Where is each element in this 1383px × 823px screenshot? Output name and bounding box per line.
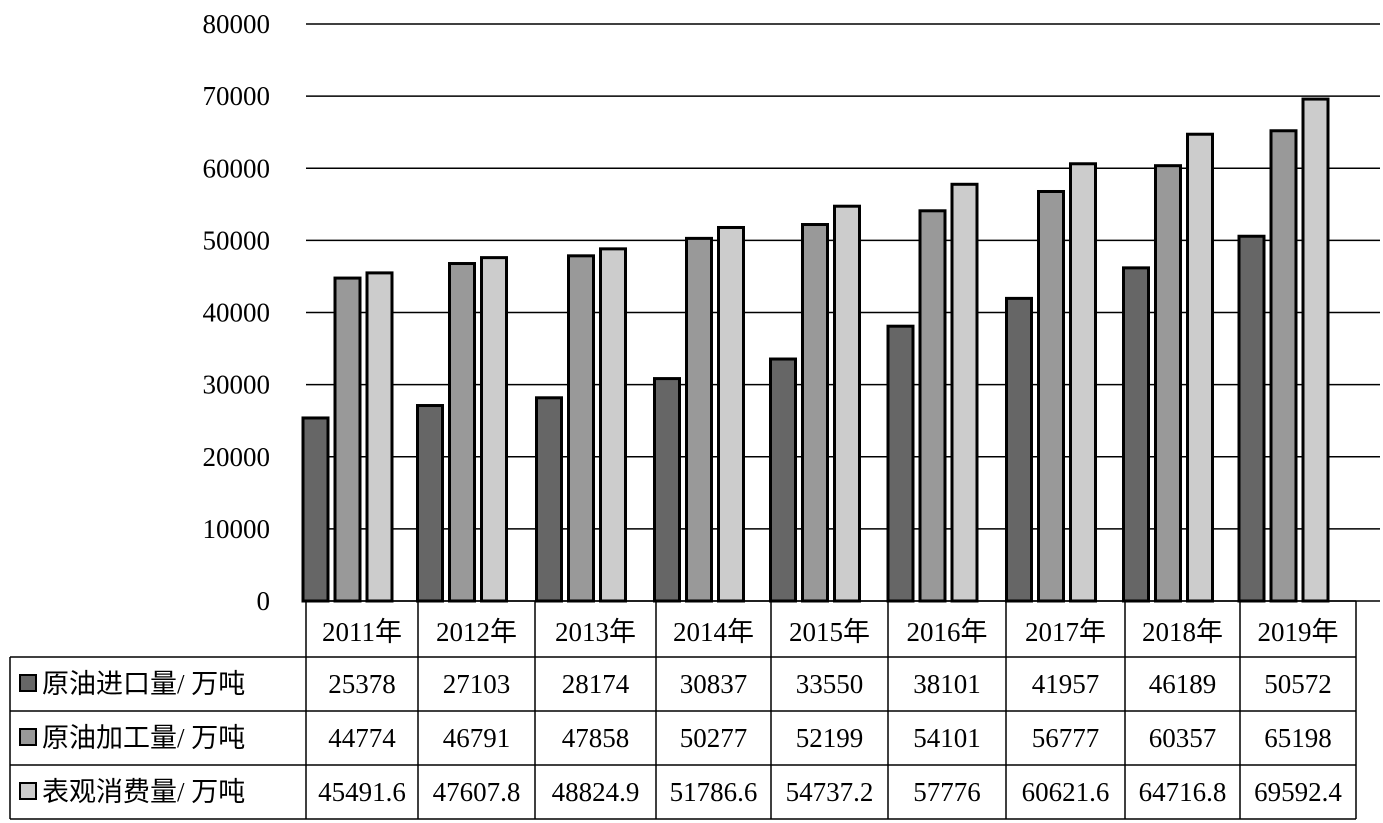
bar xyxy=(1237,234,1266,603)
bar xyxy=(599,247,627,603)
y-tick-label: 80000 xyxy=(203,9,271,39)
bar xyxy=(653,377,681,603)
bar xyxy=(480,256,508,603)
data-label: 38101 xyxy=(913,669,981,699)
data-label: 52199 xyxy=(796,723,864,753)
data-label: 46189 xyxy=(1149,669,1217,699)
data-label: 47858 xyxy=(562,723,630,753)
bar xyxy=(365,271,394,603)
data-label: 54101 xyxy=(913,723,981,753)
bar xyxy=(886,324,915,603)
data-label: 47607.8 xyxy=(433,777,521,807)
bar xyxy=(717,225,745,603)
category-label: 2017年 xyxy=(1025,617,1106,647)
data-label: 33550 xyxy=(796,669,864,699)
data-label: 65198 xyxy=(1264,723,1332,753)
data-label: 60357 xyxy=(1149,723,1217,753)
legend-swatch xyxy=(19,782,37,800)
y-tick-label: 20000 xyxy=(203,442,271,472)
y-tick-label: 0 xyxy=(257,586,271,616)
bar xyxy=(301,416,330,603)
data-label: 27103 xyxy=(443,669,511,699)
bar xyxy=(769,357,797,603)
bar xyxy=(448,262,476,603)
category-label: 2012年 xyxy=(436,617,517,647)
y-tick-label: 10000 xyxy=(203,514,271,544)
bar xyxy=(416,404,444,603)
category-label: 2019年 xyxy=(1258,617,1339,647)
y-tick-label: 40000 xyxy=(203,298,271,328)
data-label: 60621.6 xyxy=(1022,777,1110,807)
bar xyxy=(950,182,979,603)
bar xyxy=(1269,129,1298,603)
data-label: 28174 xyxy=(562,669,630,699)
bar xyxy=(918,209,947,603)
bar xyxy=(1186,132,1214,603)
data-label: 41957 xyxy=(1032,669,1100,699)
data-label: 64716.8 xyxy=(1139,777,1227,807)
bar xyxy=(833,204,861,603)
y-tick-label: 50000 xyxy=(203,225,271,255)
legend-label: 表观消费量/ 万吨 xyxy=(42,777,245,807)
bar xyxy=(1154,164,1182,603)
legend-label: 原油进口量/ 万吨 xyxy=(42,669,245,699)
data-label: 50277 xyxy=(680,723,748,753)
data-label: 69592.4 xyxy=(1254,777,1342,807)
bar xyxy=(1005,296,1033,603)
bar xyxy=(1122,266,1150,603)
data-label: 54737.2 xyxy=(786,777,874,807)
bar xyxy=(1301,97,1330,603)
category-label: 2014年 xyxy=(673,617,754,647)
category-label: 2015年 xyxy=(789,617,870,647)
bar xyxy=(801,223,829,603)
y-tick-label: 60000 xyxy=(203,153,271,183)
legend-swatch xyxy=(19,674,37,692)
data-label: 46791 xyxy=(443,723,511,753)
data-label: 30837 xyxy=(680,669,748,699)
category-label: 2018年 xyxy=(1142,617,1223,647)
bar xyxy=(685,236,713,603)
bar xyxy=(535,396,563,603)
category-label: 2011年 xyxy=(322,617,402,647)
data-label: 50572 xyxy=(1264,669,1332,699)
bar xyxy=(333,276,362,603)
y-tick-label: 30000 xyxy=(203,370,271,400)
y-tick-label: 70000 xyxy=(203,81,271,111)
bar xyxy=(567,254,595,603)
category-label: 2013年 xyxy=(555,617,636,647)
data-label: 48824.9 xyxy=(552,777,640,807)
data-label: 57776 xyxy=(913,777,981,807)
data-label: 56777 xyxy=(1032,723,1100,753)
legend-swatch xyxy=(19,728,37,746)
data-label: 25378 xyxy=(328,669,396,699)
data-label: 51786.6 xyxy=(670,777,758,807)
legend-label: 原油加工量/ 万吨 xyxy=(42,723,245,753)
category-label: 2016年 xyxy=(907,617,988,647)
bar xyxy=(1069,162,1097,603)
data-label: 45491.6 xyxy=(318,777,406,807)
data-label: 44774 xyxy=(328,723,396,753)
bar xyxy=(1037,189,1065,603)
